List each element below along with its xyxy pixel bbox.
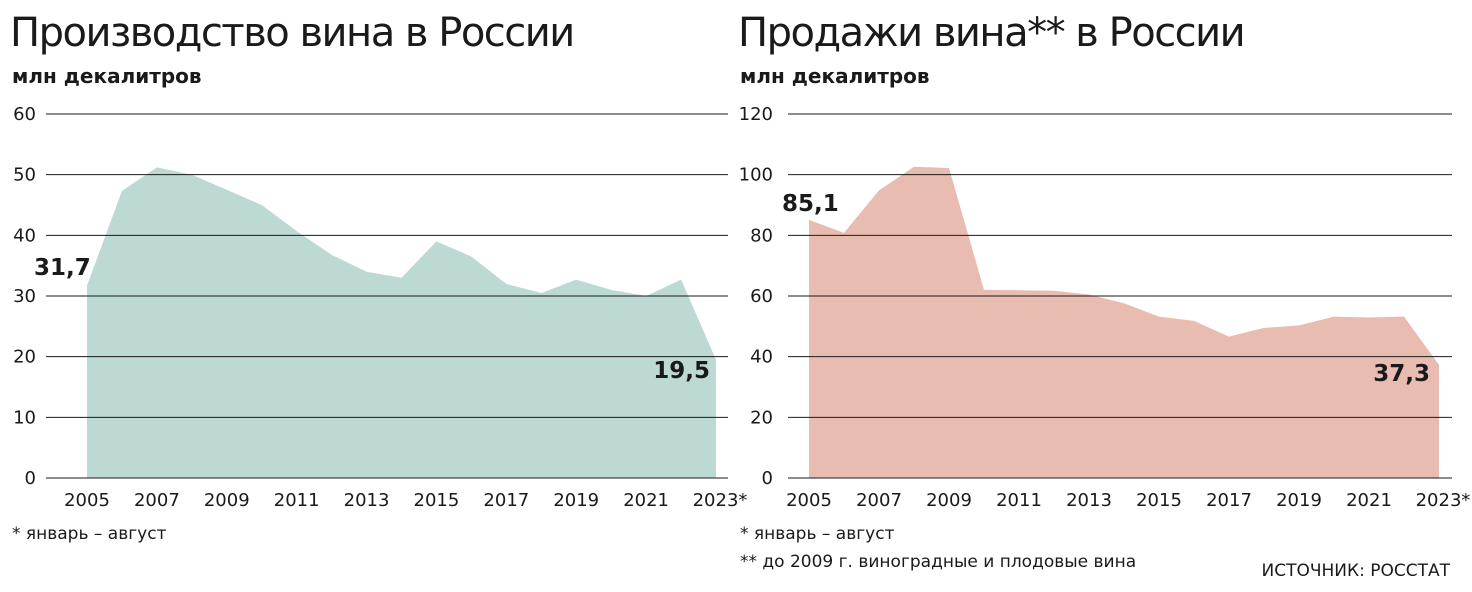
chart-subtitle-production: млн декалитров	[12, 64, 202, 88]
x-tick-label: 2021	[1346, 490, 1392, 511]
x-tick-label: 2013	[1066, 490, 1112, 511]
x-tick-label: 2015	[414, 490, 460, 511]
x-tick-label: 2019	[553, 490, 599, 511]
chart-subtitle-sales: млн декалитров	[740, 64, 930, 88]
y-tick-label: 40	[750, 347, 773, 368]
footnote-period: * январь – август	[740, 524, 895, 544]
area-series	[809, 166, 1439, 479]
x-tick-label: 2011	[274, 490, 320, 511]
x-tick-label: 2017	[483, 490, 529, 511]
y-tick-label: 10	[13, 407, 36, 428]
x-tick-label: 2009	[204, 490, 250, 511]
x-tick-label: 2023*	[1416, 490, 1471, 511]
y-tick-label: 0	[25, 468, 36, 489]
y-tick-label: 60	[750, 286, 773, 307]
x-tick-label: 2005	[64, 490, 110, 511]
data-label: 19,5	[653, 358, 710, 384]
chart-panel-sales: Продажи вина** в России млн декалитров 0…	[736, 0, 1472, 592]
sales-area-chart: 0 20 40 60 80 100 120 2005 2007 2009 2011 2013 2015 2…	[739, 104, 1471, 511]
source-credit: ИСТОЧНИК: РОССТАТ	[1261, 561, 1450, 581]
y-tick-label: 60	[13, 104, 36, 125]
y-tick-label: 30	[13, 286, 36, 307]
x-tick-label: 2007	[134, 490, 180, 511]
x-tick-label: 2015	[1136, 490, 1182, 511]
chart-title-production: Производство вина в России	[10, 10, 575, 56]
y-tick-label: 40	[13, 225, 36, 246]
data-label: 31,7	[34, 255, 91, 281]
y-tick-label: 100	[739, 165, 773, 186]
x-tick-label: 2007	[856, 490, 902, 511]
x-tick-label: 2017	[1206, 490, 1252, 511]
y-tick-label: 50	[13, 165, 36, 186]
chart-title-sales: Продажи вина** в России	[738, 10, 1246, 56]
x-tick-label: 2023*	[693, 490, 748, 511]
footnote-period: * январь – август	[12, 524, 167, 544]
area-series	[87, 167, 716, 478]
y-tick-label: 20	[13, 347, 36, 368]
footnote-wine-types: ** до 2009 г. виноградные и плодовые вин…	[740, 552, 1137, 572]
y-tick-label: 120	[739, 104, 773, 125]
production-area-chart: 0 10 20 30 40 50 60 2005 2007 2009 2011 2013 2015 201…	[13, 104, 747, 511]
y-tick-label: 80	[750, 225, 773, 246]
x-tick-label: 2021	[623, 490, 669, 511]
data-label: 85,1	[782, 191, 839, 217]
x-tick-label: 2013	[344, 490, 390, 511]
data-label: 37,3	[1373, 361, 1430, 387]
x-tick-label: 2009	[926, 490, 972, 511]
x-tick-label: 2011	[996, 490, 1042, 511]
y-tick-label: 0	[762, 468, 773, 489]
x-tick-label: 2005	[786, 490, 832, 511]
x-tick-label: 2019	[1276, 490, 1322, 511]
y-tick-label: 20	[750, 407, 773, 428]
chart-panel-production: Производство вина в России млн декалитро…	[10, 10, 747, 544]
